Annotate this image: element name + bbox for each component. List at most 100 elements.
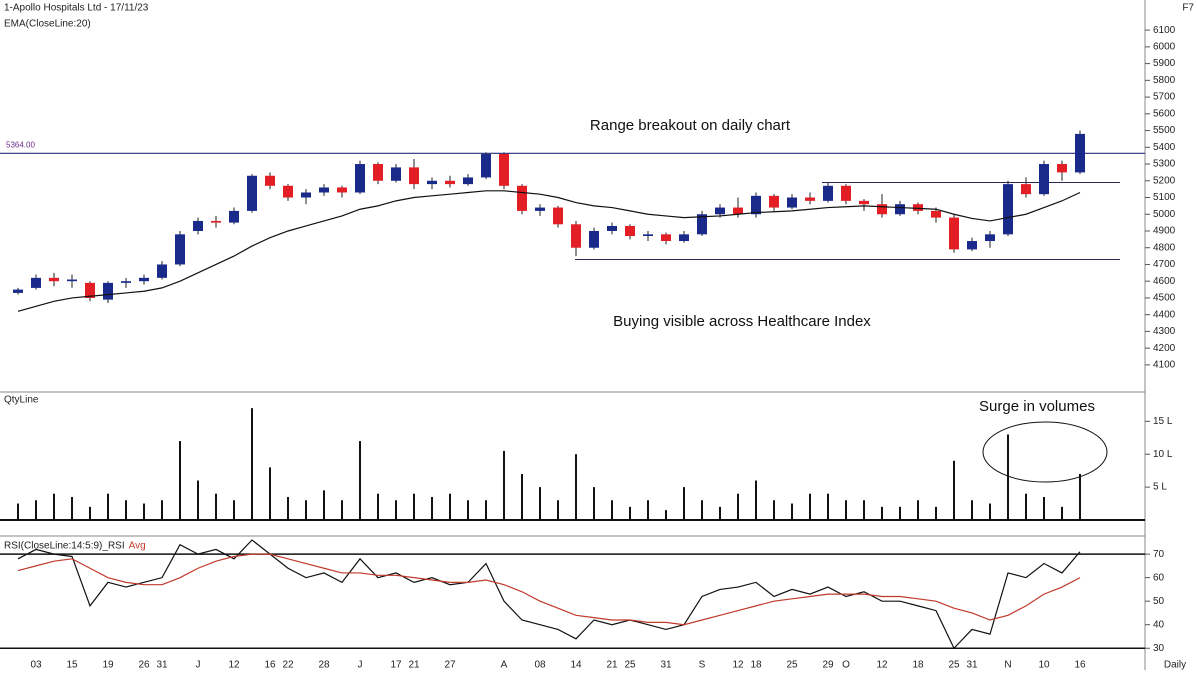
- candle-body: [1057, 164, 1067, 173]
- surge-ellipse: [982, 421, 1108, 483]
- x-tick-label: 19: [102, 660, 114, 671]
- candle-body: [967, 241, 977, 250]
- volume-bar: [1025, 493, 1027, 520]
- x-tick-label: 29: [822, 660, 834, 671]
- y-tick-label: 5500: [1153, 125, 1176, 136]
- volume-bar: [53, 493, 55, 520]
- x-tick-label: 15: [66, 660, 78, 671]
- x-tick-label: 31: [156, 660, 168, 671]
- x-tick-label: 08: [534, 660, 546, 671]
- y-tick-label: 4900: [1153, 226, 1176, 237]
- annotation: Range breakout on daily chart: [590, 117, 791, 134]
- volume-bar: [845, 500, 847, 520]
- volume-bar: [1079, 473, 1081, 520]
- volume-bar: [485, 500, 487, 520]
- volume-bar: [251, 408, 253, 520]
- legend-entry: RSI(CloseLine:14:5:9)_RSI: [4, 541, 125, 552]
- volume-bar: [971, 500, 973, 520]
- y-tick-label: 5000: [1153, 209, 1176, 220]
- volume-bar: [323, 490, 325, 520]
- y-tick-label: 5400: [1153, 142, 1176, 153]
- candle-body: [517, 185, 527, 211]
- panel-title: QtyLine: [4, 395, 39, 406]
- candle-body: [1021, 184, 1031, 195]
- candle-body: [787, 197, 797, 208]
- volume-bar: [539, 487, 541, 520]
- candle-body: [733, 207, 743, 215]
- candle-body: [859, 200, 869, 205]
- candle-body: [409, 167, 419, 185]
- x-tick-label: 16: [1074, 660, 1086, 671]
- x-tick-label: 12: [876, 660, 888, 671]
- volume-bar: [881, 506, 883, 520]
- candle-body: [877, 204, 887, 215]
- y-tick-label: 5600: [1153, 108, 1176, 119]
- volume-bar: [197, 480, 199, 520]
- volume-bar: [1007, 434, 1009, 520]
- candle-body: [85, 282, 95, 298]
- volume-bar: [161, 500, 163, 520]
- volume-bar: [665, 510, 667, 520]
- level-label: 5364.00: [6, 140, 35, 149]
- volume-bar: [1061, 506, 1063, 520]
- candle-body: [373, 164, 383, 181]
- volume-bar: [719, 506, 721, 520]
- candle-body: [193, 220, 203, 231]
- annotation: Surge in volumes: [979, 398, 1095, 415]
- x-tick-label: 14: [570, 660, 582, 671]
- volume-bar: [431, 496, 433, 520]
- x-axis-label: Daily: [1164, 660, 1186, 671]
- candle-body: [715, 207, 725, 215]
- volume-bar: [467, 500, 469, 520]
- volume-bar: [575, 454, 577, 520]
- x-tick-label: A: [501, 660, 508, 671]
- candle-body: [1003, 184, 1013, 235]
- candle-body: [805, 197, 815, 201]
- volume-bar: [611, 500, 613, 520]
- volume-bar: [503, 450, 505, 520]
- candle-body: [211, 220, 221, 223]
- candle-body: [571, 224, 581, 248]
- candle-body: [679, 234, 689, 242]
- x-tick-label: 31: [660, 660, 672, 671]
- volume-bar: [521, 473, 523, 520]
- y-tick-label: 5800: [1153, 75, 1176, 86]
- y-tick-label: 4300: [1153, 326, 1176, 337]
- candle-body: [499, 153, 509, 186]
- volume-bar: [935, 506, 937, 520]
- candle-body: [823, 185, 833, 201]
- candle-body: [1039, 164, 1049, 195]
- volume-bar: [395, 500, 397, 520]
- y-tick-label: 6100: [1153, 25, 1176, 36]
- x-tick-label: 21: [606, 660, 618, 671]
- y-tick-label: 5 L: [1153, 482, 1167, 493]
- candle-body: [445, 180, 455, 185]
- y-tick-label: 5100: [1153, 192, 1176, 203]
- series-line: [17, 553, 1081, 626]
- x-tick-label: N: [1004, 660, 1011, 671]
- x-tick-label: 22: [282, 660, 294, 671]
- volume-bar: [305, 500, 307, 520]
- y-tick-label: 4400: [1153, 309, 1176, 320]
- candle-body: [751, 195, 761, 215]
- x-tick-label: 16: [264, 660, 276, 671]
- candle-body: [103, 282, 113, 300]
- x-tick-label: 12: [228, 660, 240, 671]
- volume-bar: [629, 506, 631, 520]
- candle-body: [931, 210, 941, 218]
- candle-body: [283, 185, 293, 198]
- candle-body: [913, 204, 923, 211]
- y-tick-label: 40: [1153, 619, 1165, 630]
- volume-bar: [143, 503, 145, 520]
- volume-bar: [377, 493, 379, 520]
- volume-bar: [647, 500, 649, 520]
- candle-body: [319, 187, 329, 193]
- y-tick-label: 10 L: [1153, 449, 1173, 460]
- volume-bar: [989, 503, 991, 520]
- volume-bar: [683, 487, 685, 520]
- candle-body: [553, 207, 563, 225]
- volume-bar: [89, 506, 91, 520]
- volume-bar: [287, 496, 289, 520]
- volume-bar: [809, 493, 811, 520]
